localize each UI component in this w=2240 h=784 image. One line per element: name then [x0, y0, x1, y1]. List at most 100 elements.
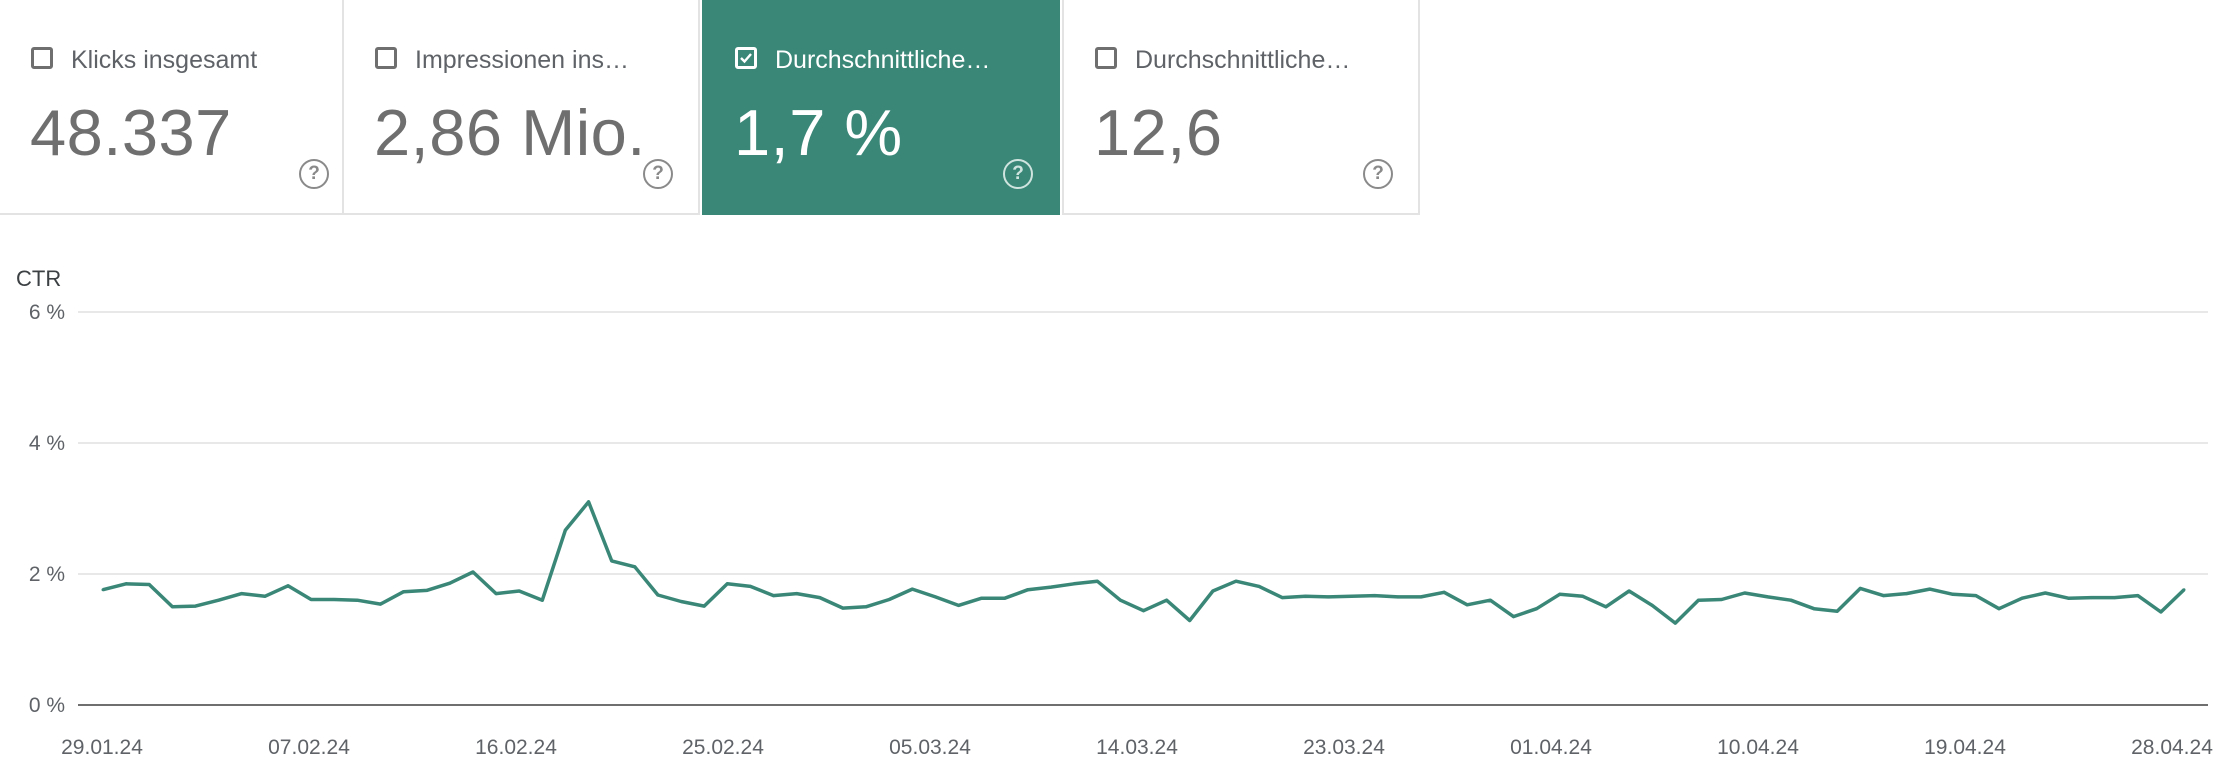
- data-point: [1350, 594, 1354, 598]
- data-point: [633, 565, 637, 569]
- checkbox-unchecked-icon[interactable]: [375, 47, 397, 69]
- data-point: [656, 593, 660, 597]
- data-point: [1881, 594, 1885, 598]
- data-point: [1442, 590, 1446, 594]
- y-tick-label: 4 %: [29, 432, 65, 455]
- x-tick-label: 19.04.24: [1924, 736, 2006, 759]
- data-point: [725, 582, 729, 586]
- gridlines: [78, 311, 2208, 575]
- data-point: [1003, 596, 1007, 600]
- data-point: [194, 604, 197, 608]
- x-tick-label: 14.03.24: [1096, 736, 1178, 759]
- data-point: [1928, 587, 1932, 591]
- data-point: [933, 595, 937, 599]
- metric-card-position[interactable]: Durchschnittliche… 12,6 ?: [1062, 0, 1420, 215]
- y-tick-label: 2 %: [29, 563, 65, 586]
- data-point: [2182, 588, 2186, 592]
- data-point: [1142, 609, 1145, 613]
- help-icon[interactable]: ?: [299, 159, 329, 189]
- metric-label: Durchschnittliche…: [1135, 46, 1351, 74]
- metric-card-clicks[interactable]: Klicks insgesamt 48.337 ?: [0, 0, 356, 215]
- data-point: [2043, 591, 2047, 595]
- data-point: [217, 598, 221, 602]
- help-icon[interactable]: ?: [1363, 159, 1393, 189]
- x-tick-label: 05.03.24: [889, 736, 971, 759]
- data-point: [2066, 596, 2070, 600]
- data-point: [1049, 585, 1053, 589]
- data-point: [332, 598, 336, 601]
- data-point: [402, 590, 406, 594]
- data-point: [1766, 595, 1770, 599]
- help-icon[interactable]: ?: [1003, 159, 1033, 189]
- data-point: [957, 603, 960, 607]
- x-tick-label: 01.04.24: [1510, 736, 1592, 759]
- data-point: [494, 592, 498, 596]
- data-point: [170, 605, 174, 609]
- data-point: [1396, 595, 1400, 599]
- data-point: [1535, 607, 1539, 611]
- x-axis-ticks: 29.01.24 07.02.24 16.02.24 25.02.24 05.03.24…: [61, 736, 2213, 759]
- data-point: [1188, 619, 1192, 622]
- data-point: [1211, 589, 1215, 593]
- y-axis-ticks: 0 % 2 % 4 % 6 %: [29, 301, 65, 717]
- y-tick-label: 6 %: [29, 301, 65, 324]
- checkbox-checked-icon[interactable]: [735, 47, 757, 69]
- data-point: [1465, 603, 1469, 607]
- data-point: [448, 581, 452, 585]
- data-points: [101, 500, 2186, 625]
- data-point: [1812, 607, 1816, 611]
- help-icon[interactable]: ?: [643, 159, 673, 189]
- data-point: [2020, 596, 2024, 600]
- y-tick-label: 0 %: [29, 694, 65, 717]
- data-point: [1858, 586, 1862, 590]
- data-point: [2090, 596, 2093, 600]
- metric-card-impressions[interactable]: Impressionen ins… 2,86 Mio. ?: [342, 0, 700, 215]
- metric-card-ctr[interactable]: Durchschnittliche… 1,7 % ?: [702, 0, 1060, 215]
- checkbox-unchecked-icon[interactable]: [1095, 47, 1117, 69]
- data-point: [864, 605, 868, 609]
- data-point: [563, 528, 567, 532]
- data-point: [1303, 594, 1307, 598]
- data-point: [841, 606, 845, 610]
- x-tick-label: 23.03.24: [1303, 736, 1385, 759]
- data-point: [818, 596, 822, 600]
- data-point: [1696, 598, 1700, 602]
- x-tick-label: 29.01.24: [61, 736, 143, 759]
- data-point: [702, 604, 706, 608]
- data-point: [240, 592, 244, 596]
- data-point: [1627, 589, 1631, 593]
- data-point: [124, 582, 128, 586]
- data-point: [1095, 579, 1099, 583]
- data-point: [1558, 592, 1562, 596]
- metric-label: Durchschnittliche…: [775, 46, 991, 74]
- data-point: [1974, 594, 1978, 598]
- metric-value: 2,86 Mio.: [374, 96, 646, 169]
- data-point: [1026, 588, 1030, 592]
- data-point: [101, 588, 105, 592]
- metric-value: 1,7 %: [734, 96, 903, 169]
- data-point: [147, 583, 151, 586]
- data-point: [1165, 598, 1169, 602]
- data-point: [795, 592, 799, 596]
- data-point: [425, 588, 429, 592]
- data-point: [471, 570, 475, 574]
- ctr-line-chart: CTR 0 % 2 % 4 % 6 % 29.01.24 07.02.24 16.02.2…: [16, 266, 2213, 759]
- data-point: [263, 594, 267, 598]
- x-tick-label: 28.04.24: [2131, 736, 2213, 759]
- data-point: [1743, 591, 1747, 595]
- data-point: [679, 600, 683, 603]
- data-point: [1905, 592, 1908, 596]
- data-point: [1373, 594, 1377, 598]
- checkmark-icon: [740, 53, 752, 64]
- data-point: [1488, 598, 1492, 602]
- checkbox-unchecked-icon[interactable]: [31, 47, 53, 69]
- data-point: [1951, 592, 1955, 596]
- y-axis-title: CTR: [16, 266, 61, 291]
- metric-value: 48.337: [30, 96, 232, 169]
- data-point: [1997, 607, 2001, 611]
- data-point: [517, 589, 521, 593]
- data-point: [887, 598, 891, 601]
- data-point: [1581, 594, 1585, 598]
- series-line-ctr: [102, 500, 2186, 625]
- data-point: [1720, 598, 1724, 601]
